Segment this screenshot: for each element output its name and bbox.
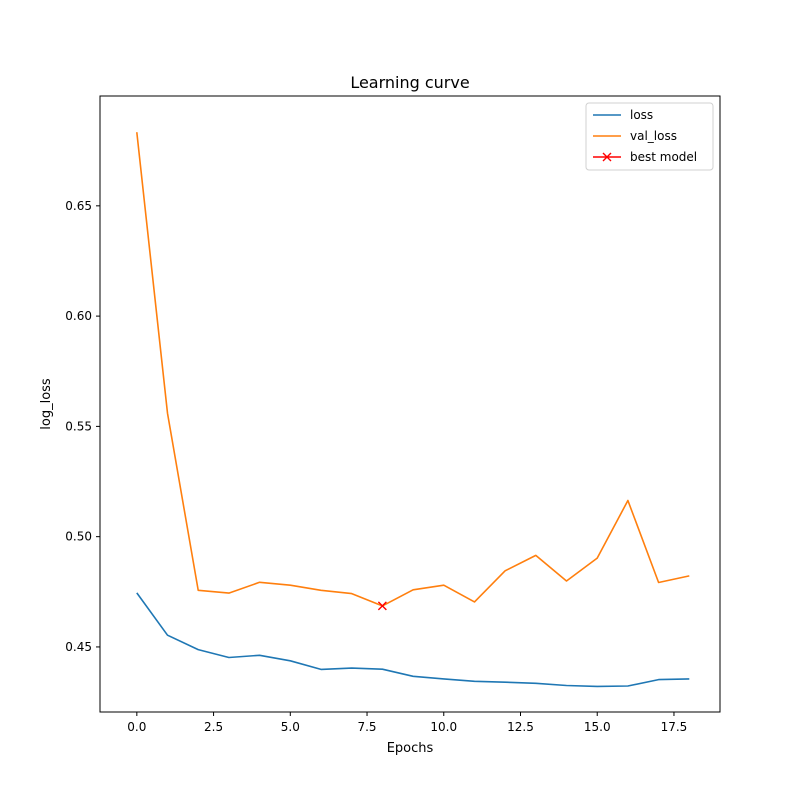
val-loss-point — [688, 575, 690, 577]
val-loss-point — [565, 580, 567, 582]
y-tick-label: 0.65 — [65, 199, 92, 213]
loss-point — [565, 684, 567, 686]
loss-point — [627, 685, 629, 687]
x-tick-label: 15.0 — [584, 720, 611, 734]
x-axis: 0.0 2.5 5.0 7.5 10.0 12.5 15.0 17.5 — [127, 712, 687, 734]
val-loss-point — [473, 601, 475, 603]
y-tick-label: 0.60 — [65, 309, 92, 323]
loss-point — [596, 685, 598, 687]
val-loss-point — [289, 584, 291, 586]
x-tick-label: 10.0 — [430, 720, 457, 734]
y-tick-label: 0.50 — [65, 530, 92, 544]
legend-box — [585, 102, 714, 171]
x-tick-label: 5.0 — [281, 720, 300, 734]
best-model-marker — [377, 601, 387, 611]
val-loss-point — [504, 570, 506, 572]
val-loss-point — [627, 499, 629, 501]
val-loss-point — [258, 581, 260, 583]
loss-point — [412, 675, 414, 677]
y-axis: 0.45 0.50 0.55 0.60 0.65 — [65, 199, 100, 654]
legend-best-model-label: best model — [630, 150, 697, 164]
legend-val-loss-label: val_loss — [630, 129, 677, 143]
val-loss-point — [443, 584, 445, 586]
val-loss-point — [535, 554, 537, 556]
loss-point — [166, 634, 168, 636]
loss-point — [136, 592, 138, 594]
y-tick-label: 0.45 — [65, 640, 92, 654]
x-tick-label: 0.0 — [127, 720, 146, 734]
loss-point — [258, 654, 260, 656]
series-line-loss — [136, 592, 690, 688]
y-axis-label: log_loss — [39, 378, 54, 430]
loss-point — [228, 656, 230, 658]
loss-point — [504, 681, 506, 683]
loss-point — [535, 682, 537, 684]
legend: loss val_loss best model — [585, 102, 714, 171]
val-loss-point — [136, 131, 138, 133]
x-tick-label: 7.5 — [357, 720, 376, 734]
legend-best-model-marker — [602, 152, 612, 162]
loss-point — [443, 678, 445, 680]
plot-frame — [99, 95, 721, 713]
x-tick-label: 12.5 — [507, 720, 534, 734]
x-axis-label: Epochs — [387, 741, 434, 756]
val-loss-point — [596, 557, 598, 559]
loss-point — [289, 660, 291, 662]
val-loss-point — [320, 589, 322, 591]
chart-title: Learning curve — [350, 73, 469, 92]
legend-loss-label: loss — [630, 108, 653, 122]
loss-point — [688, 678, 690, 680]
loss-point — [381, 668, 383, 670]
loss-point — [320, 668, 322, 670]
loss-point — [351, 667, 353, 669]
val-loss-point — [197, 589, 199, 591]
series-line-val-loss — [136, 132, 690, 607]
val-loss-point — [351, 592, 353, 594]
loss-point — [657, 678, 659, 680]
loss-point — [473, 680, 475, 682]
val-loss-point — [657, 581, 659, 583]
loss-point — [197, 648, 199, 650]
val-loss-point — [228, 592, 230, 594]
x-tick-label: 2.5 — [204, 720, 223, 734]
val-loss-point — [166, 412, 168, 414]
x-tick-label: 17.5 — [661, 720, 688, 734]
plot-area — [136, 131, 690, 688]
y-tick-label: 0.55 — [65, 419, 92, 433]
val-loss-point — [412, 589, 414, 591]
